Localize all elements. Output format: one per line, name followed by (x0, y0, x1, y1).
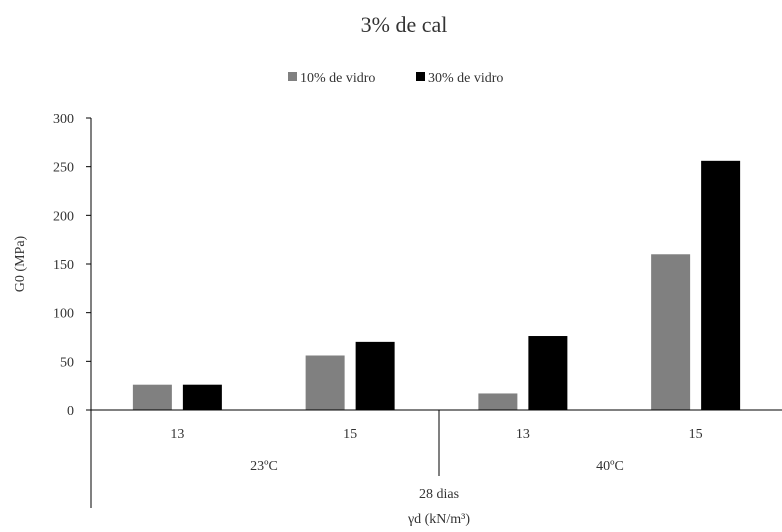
bar-series-2-cat-1 (182, 384, 222, 410)
y-tick-label: 100 (53, 307, 74, 322)
chart-title: 3% de cal (361, 12, 448, 37)
legend-label-series-1: 10% de vidro (300, 71, 375, 86)
legend-swatch-series-1 (288, 72, 297, 81)
bar-series-1-cat-3 (478, 393, 518, 410)
x-category-label: 15 (343, 427, 357, 442)
y-tick-label: 50 (60, 355, 74, 370)
x-category-label: 15 (689, 427, 703, 442)
bar-series-1-cat-4 (651, 254, 691, 410)
x-axis-title-level-1: 28 dias (419, 487, 459, 502)
legend: 10% de vidro 30% de vidro (288, 71, 503, 86)
legend-label-series-2: 30% de vidro (428, 71, 503, 86)
x-axis-title-level-2: γd (kN/m³) (407, 512, 470, 527)
legend-swatch-series-2 (416, 72, 425, 81)
bar-series-2-cat-3 (528, 336, 568, 410)
y-tick-label: 200 (53, 209, 74, 224)
bars (132, 160, 741, 410)
y-tick-label: 300 (53, 112, 74, 127)
bar-series-2-cat-2 (355, 341, 395, 410)
x-category-label: 13 (170, 427, 184, 442)
x-axis-category-labels: 13 15 13 15 (170, 427, 702, 442)
x-category-label: 13 (516, 427, 530, 442)
group-label-40c: 40ºC (596, 459, 624, 474)
bar-series-1-cat-1 (132, 384, 172, 410)
bar-series-2-cat-4 (701, 160, 741, 410)
group-label-23c: 23ºC (250, 459, 278, 474)
y-axis-title: G0 (MPa) (13, 235, 28, 292)
y-tick-label: 150 (53, 258, 74, 273)
y-tick-label: 0 (67, 404, 74, 419)
y-axis-ticks: 0 50 100 150 200 250 300 (53, 112, 91, 419)
y-tick-label: 250 (53, 161, 74, 176)
bar-series-1-cat-2 (305, 355, 345, 410)
